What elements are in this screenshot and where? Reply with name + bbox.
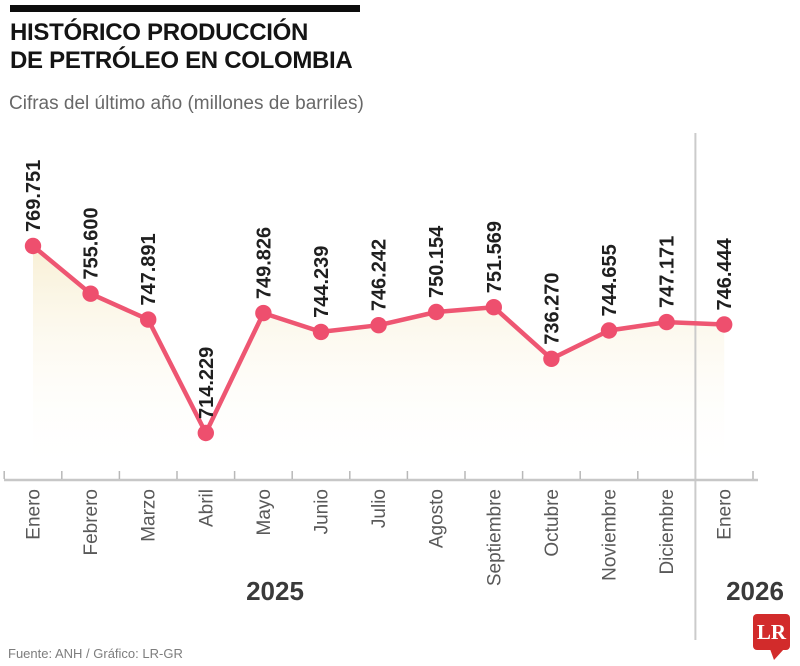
lr-logo-text: LR [756,619,787,644]
lr-logo-tail [770,649,784,660]
page-title: HISTÓRICO PRODUCCIÓN DE PETRÓLEO EN COLO… [10,19,353,75]
value-label: 746.242 [369,239,391,311]
month-label: Mayo [254,489,275,535]
data-point [658,313,675,331]
value-label: 736.270 [541,272,563,344]
year-label: 2025 [246,576,304,606]
month-label: Noviembre [600,489,621,581]
lr-logo: LR [753,614,790,660]
month-label: Septiembre [484,489,505,586]
value-label: 747.891 [138,233,160,305]
chart-subtitle: Cifras del último año (millones de barri… [9,93,364,114]
year-label: 2026 [726,576,784,606]
value-label: 751.569 [484,221,506,293]
value-label: 714.229 [196,347,218,419]
month-label: Agosto [427,489,448,548]
data-point [255,304,272,322]
value-label: 746.444 [714,237,736,310]
data-point [140,311,157,328]
value-label: 744.655 [599,244,621,316]
source-credit: Fuente: ANH / Gráfico: LR-GR [8,646,183,661]
month-label: Febrero [81,489,102,556]
month-label: Marzo [139,489,160,542]
value-label: 769.751 [23,160,45,232]
value-label: 744.239 [311,246,333,318]
data-point [82,285,99,302]
month-label: Abril [196,489,217,527]
chart-area-fill [33,246,725,478]
data-point [716,316,733,333]
month-label: Diciembre [657,489,678,575]
page-title-line2: DE PETRÓLEO EN COLOMBIA [10,47,353,74]
value-label: 750.154 [426,225,448,298]
value-label: 755.600 [81,207,103,279]
month-label: Enero [24,489,45,540]
data-point [312,323,330,341]
data-point [24,237,42,255]
title-accent-bar [10,5,360,12]
month-label: Enero [715,489,736,540]
value-label: 747.171 [657,236,679,308]
month-label: Octubre [542,489,563,557]
value-label: 749.826 [253,227,275,299]
data-point [370,317,387,334]
page-title-line1: HISTÓRICO PRODUCCIÓN [10,19,309,46]
month-label: Julio [369,489,390,528]
data-point [543,350,560,367]
month-label: Junio [312,489,333,534]
data-point [428,303,445,321]
data-point [485,299,502,316]
data-point [197,424,214,442]
data-point [600,322,618,339]
